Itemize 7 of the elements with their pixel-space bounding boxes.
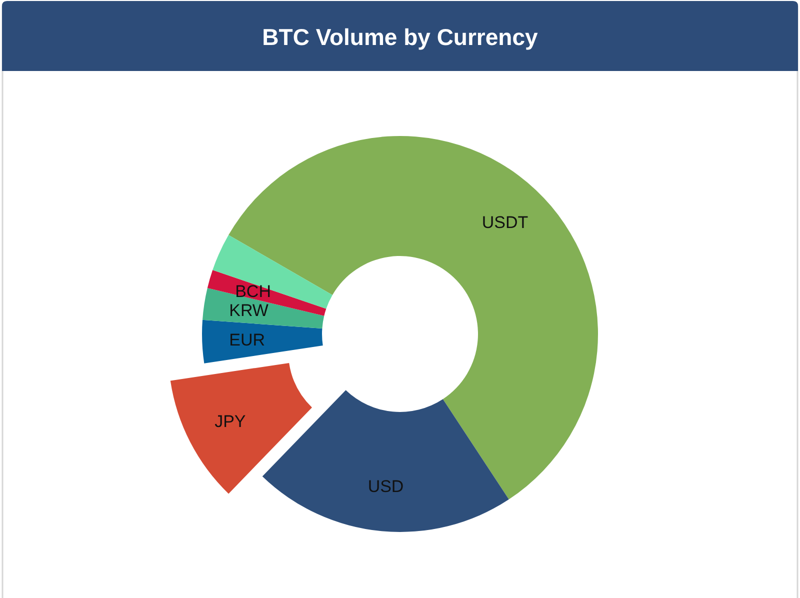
slice-label: KRW [229,301,268,320]
slice-label: USDT [482,213,528,232]
slice-label: EUR [229,330,266,350]
slice-label: USD [368,476,404,496]
slice-label: BCH [235,282,271,301]
slice-label: JPY [214,412,246,431]
chart-title: BTC Volume by Currency [262,24,538,50]
